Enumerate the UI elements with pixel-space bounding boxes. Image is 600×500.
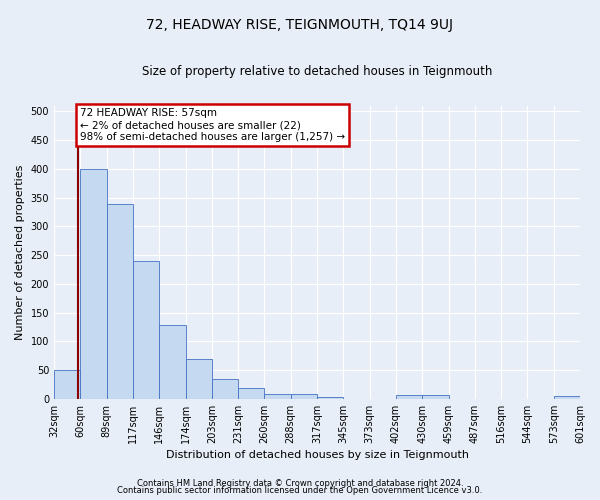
Bar bbox=[291, 394, 317, 399]
Bar bbox=[238, 388, 265, 399]
Bar bbox=[265, 394, 291, 399]
Text: Contains HM Land Registry data © Crown copyright and database right 2024.: Contains HM Land Registry data © Crown c… bbox=[137, 478, 463, 488]
Bar bbox=[80, 169, 107, 399]
X-axis label: Distribution of detached houses by size in Teignmouth: Distribution of detached houses by size … bbox=[166, 450, 469, 460]
Bar bbox=[422, 395, 449, 399]
Bar bbox=[159, 325, 185, 399]
Bar bbox=[554, 396, 580, 399]
Text: 72, HEADWAY RISE, TEIGNMOUTH, TQ14 9UJ: 72, HEADWAY RISE, TEIGNMOUTH, TQ14 9UJ bbox=[146, 18, 454, 32]
Bar bbox=[54, 370, 80, 399]
Bar bbox=[133, 261, 159, 399]
Bar bbox=[212, 378, 238, 399]
Y-axis label: Number of detached properties: Number of detached properties bbox=[15, 164, 25, 340]
Text: 72 HEADWAY RISE: 57sqm
← 2% of detached houses are smaller (22)
98% of semi-deta: 72 HEADWAY RISE: 57sqm ← 2% of detached … bbox=[80, 108, 345, 142]
Bar bbox=[396, 395, 422, 399]
Title: Size of property relative to detached houses in Teignmouth: Size of property relative to detached ho… bbox=[142, 65, 492, 78]
Bar bbox=[185, 358, 212, 399]
Bar bbox=[317, 397, 343, 399]
Text: Contains public sector information licensed under the Open Government Licence v3: Contains public sector information licen… bbox=[118, 486, 482, 495]
Bar bbox=[107, 204, 133, 399]
